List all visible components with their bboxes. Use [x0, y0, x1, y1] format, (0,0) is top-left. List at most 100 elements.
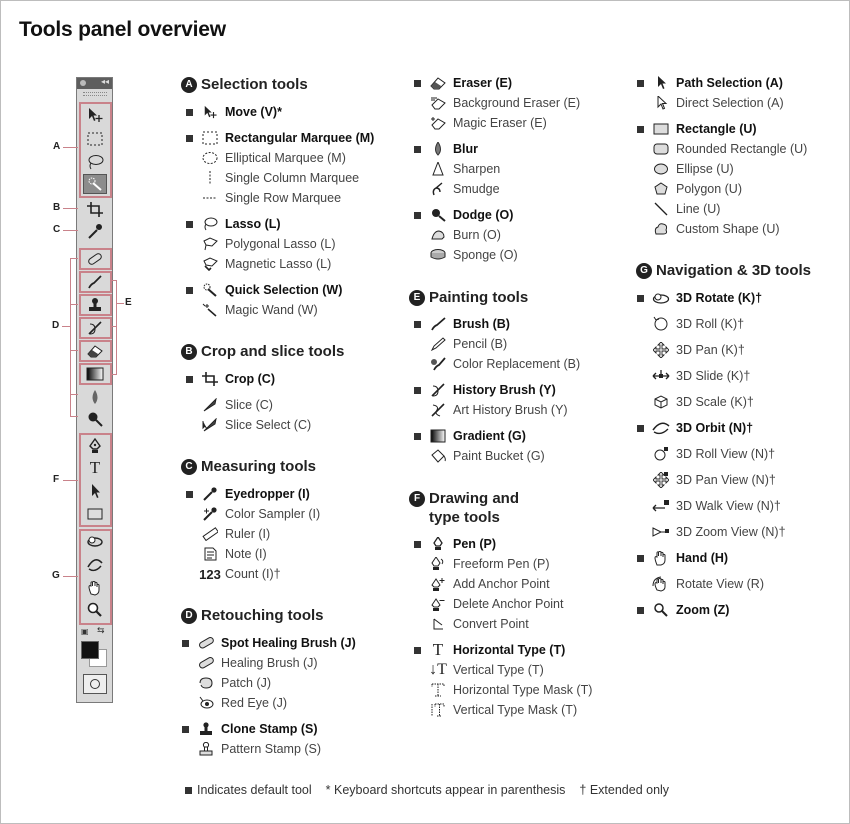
item-zoom: Zoom (Z) — [637, 600, 729, 620]
dodge-tool-icon[interactable] — [83, 409, 107, 429]
panel-grip[interactable] — [83, 92, 107, 96]
quick-selection-icon — [201, 282, 219, 298]
side-label-b: B — [53, 202, 61, 213]
hand-tool-icon[interactable] — [83, 578, 107, 598]
lasso-tool-icon[interactable] — [83, 152, 107, 172]
collapse-icon[interactable]: ◂◂ — [100, 77, 109, 86]
pen-tool-icon[interactable] — [83, 436, 107, 456]
3d-orbit-icon — [652, 420, 670, 436]
group-eraser-outline — [79, 340, 112, 362]
horizontal-type-mask-icon — [429, 682, 447, 698]
quick-selection-tool-icon[interactable] — [83, 174, 107, 194]
item-magnetic-lasso: Magnetic Lasso (L) — [186, 254, 331, 274]
item-dodge: Dodge (O) — [414, 205, 513, 225]
bracket-e-tick3 — [112, 374, 117, 375]
default-marker — [186, 220, 193, 228]
item-label: Line (U) — [676, 202, 721, 216]
side-label-e: E — [125, 297, 132, 308]
item-label: Healing Brush (J) — [221, 656, 318, 670]
item-rect-marquee: Rectangular Marquee (M) — [186, 128, 374, 148]
leader-b — [63, 208, 78, 209]
default-marker — [186, 286, 193, 294]
eraser-tool-icon[interactable] — [83, 341, 107, 361]
item-sharpen: Sharpen — [414, 159, 500, 179]
item-blur: Blur — [414, 139, 478, 159]
item-label: Spot Healing Brush (J) — [221, 636, 356, 650]
item-label: Brush (B) — [453, 317, 510, 331]
3d-slide-icon — [652, 368, 670, 384]
brush-icon — [429, 316, 447, 332]
section-f-badge: F — [409, 491, 425, 507]
blur-tool-icon[interactable] — [83, 387, 107, 407]
eyedropper-tool-icon[interactable] — [83, 221, 107, 241]
marquee-tool-icon[interactable] — [83, 129, 107, 149]
item-3d-rotate: 3D Rotate (K)† — [637, 288, 762, 308]
item-rectangle: Rectangle (U) — [637, 119, 757, 139]
item-label: Freeform Pen (P) — [453, 557, 550, 571]
art-history-brush-icon — [429, 402, 447, 418]
item-3d-roll: 3D Roll (K)† — [637, 314, 744, 334]
item-label: Pencil (B) — [453, 337, 508, 351]
section-e-badge: E — [409, 290, 425, 306]
history-brush-tool-icon[interactable] — [83, 318, 107, 338]
smudge-icon — [429, 181, 447, 197]
default-colors-icon[interactable]: ▣ — [81, 627, 89, 636]
item-label: Note (I) — [225, 547, 267, 561]
item-label: Art History Brush (Y) — [453, 403, 568, 417]
red-eye-icon — [197, 695, 215, 711]
item-label: Custom Shape (U) — [676, 222, 780, 236]
page-title: Tools panel overview — [19, 18, 226, 41]
item-label: Slice (C) — [225, 398, 273, 412]
horizontal-type-icon: T — [432, 640, 444, 659]
item-single-column: Single Column Marquee — [186, 168, 359, 188]
item-direct-selection: Direct Selection (A) — [637, 93, 784, 113]
swap-colors-icon[interactable]: ⇆ — [97, 626, 105, 636]
item-eraser: Eraser (E) — [414, 73, 512, 93]
item-label: Move (V)* — [225, 105, 282, 119]
spot-healing-tool-icon[interactable] — [83, 249, 107, 269]
item-healing-brush: Healing Brush (J) — [182, 653, 318, 673]
single-row-marquee-icon — [201, 190, 219, 206]
default-marker — [414, 540, 421, 548]
item-label: 3D Pan (K)† — [676, 343, 745, 357]
item-label: Rectangular Marquee (M) — [225, 131, 375, 145]
crop-tool-icon[interactable] — [83, 199, 107, 219]
type-tool-icon[interactable]: T — [89, 458, 101, 477]
section-d-heading: D Retouching tools — [181, 607, 324, 625]
3d-orbit-tool-icon[interactable] — [83, 555, 107, 575]
burn-icon — [429, 227, 447, 243]
default-marker — [637, 424, 644, 432]
rectangle-tool-icon[interactable] — [83, 504, 107, 524]
item-background-eraser: Background Eraser (E) — [414, 93, 580, 113]
bracket-d-tick4 — [70, 394, 78, 395]
3d-rotate-tool-icon[interactable] — [83, 532, 107, 552]
item-pattern-stamp: Pattern Stamp (S) — [182, 739, 321, 759]
brush-tool-icon[interactable] — [83, 272, 107, 292]
background-eraser-icon — [429, 95, 447, 111]
item-label: Rotate View (R) — [676, 577, 764, 591]
default-marker — [182, 725, 189, 733]
close-icon[interactable] — [80, 80, 86, 86]
item-label: Horizontal Type Mask (T) — [453, 683, 593, 697]
item-move: Move (V)* — [186, 102, 282, 122]
bracket-d-tick5 — [70, 416, 78, 417]
gradient-tool-icon[interactable] — [83, 364, 107, 384]
section-g-title: Navigation & 3D tools — [656, 262, 812, 279]
foreground-color-swatch[interactable] — [81, 641, 99, 659]
pattern-stamp-icon — [197, 741, 215, 757]
quick-mask-icon[interactable] — [83, 674, 107, 694]
item-label: Pattern Stamp (S) — [221, 742, 322, 756]
zoom-tool-icon[interactable] — [83, 600, 107, 620]
clone-stamp-tool-icon[interactable] — [83, 295, 107, 315]
gradient-icon — [429, 428, 447, 444]
history-brush-icon — [429, 382, 447, 398]
leader-e — [116, 303, 124, 304]
item-label: 3D Zoom View (N)† — [676, 525, 786, 539]
move-tool-icon[interactable] — [83, 105, 107, 125]
path-selection-tool-icon[interactable] — [83, 481, 107, 501]
pen-icon — [429, 536, 447, 552]
item-paint-bucket: Paint Bucket (G) — [414, 446, 545, 466]
group-f-outline — [79, 433, 112, 527]
item-path-selection: Path Selection (A) — [637, 73, 783, 93]
default-marker — [414, 386, 421, 394]
